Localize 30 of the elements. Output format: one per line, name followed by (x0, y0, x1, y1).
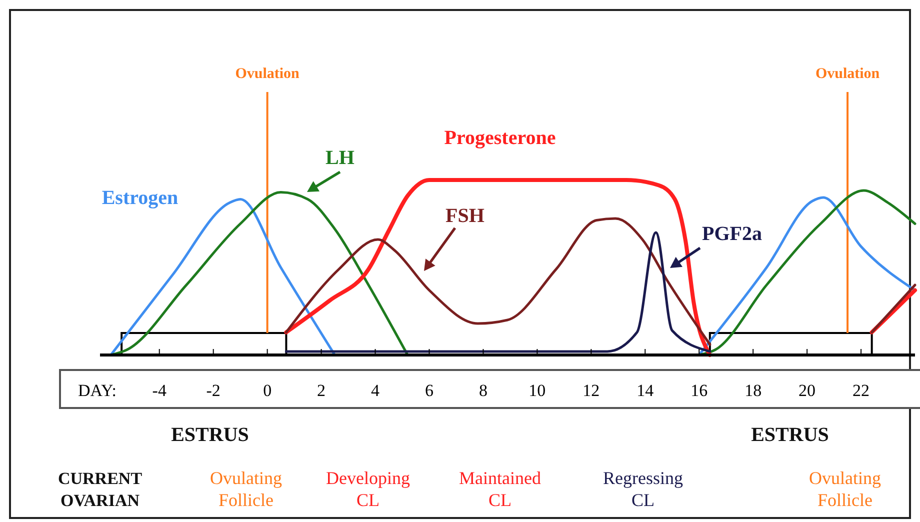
text: Regressing CL (603, 468, 683, 510)
series-label: Progesterone (444, 127, 556, 149)
x-tick-label: -2 (206, 381, 220, 400)
x-tick-label: 16 (690, 381, 708, 400)
x-tick-label: 8 (478, 381, 488, 400)
text: Ovulating Follicle (210, 468, 282, 510)
text: CURRENT OVARIAN (58, 469, 143, 510)
text: Maintained CL (459, 468, 541, 510)
x-tick-label: 14 (636, 381, 654, 400)
series-label: LH (326, 147, 355, 169)
x-tick-label: 0 (263, 381, 272, 400)
x-tick-label: -4 (152, 381, 167, 400)
x-tick-label: 22 (852, 381, 870, 400)
text: ESTRUS (171, 424, 249, 446)
text: Developing CL (326, 468, 410, 510)
text: Ovulating Follicle (809, 468, 881, 510)
x-tick-label: 6 (424, 381, 434, 400)
x-tick-label: 10 (528, 381, 546, 400)
x-tick-label: 18 (744, 381, 762, 400)
x-tick-label: 4 (371, 381, 380, 400)
ref-line-label: Ovulation (235, 66, 300, 82)
x-tick-label: 20 (798, 381, 816, 400)
series-label: Estrogen (102, 187, 178, 209)
x-tick-label: 2 (317, 381, 326, 400)
text: ESTRUS (751, 424, 829, 446)
x-tick-label: 12 (582, 381, 600, 400)
text: FSH (446, 205, 485, 227)
x-axis-title: DAY: (78, 381, 116, 400)
ref-line-label: Ovulation (815, 66, 880, 82)
text: PGF2a (702, 223, 762, 245)
